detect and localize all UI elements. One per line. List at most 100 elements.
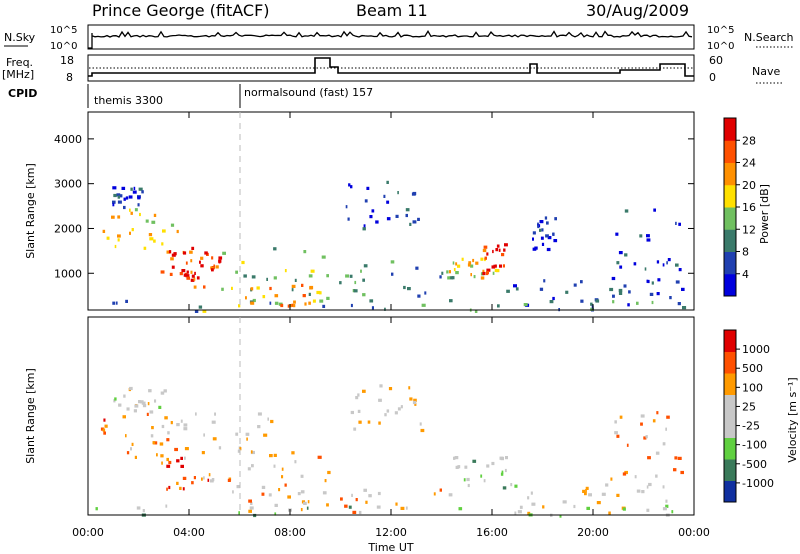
heatmap-cell — [214, 412, 216, 416]
heatmap-cell — [163, 389, 167, 393]
heatmap-cell — [655, 474, 658, 478]
freq-series-line — [88, 57, 694, 77]
heatmap-cell — [183, 273, 187, 277]
heatmap-cell — [482, 269, 485, 273]
heatmap-cell — [472, 459, 477, 463]
heatmap-cell — [640, 422, 643, 426]
heatmap-cell — [554, 217, 557, 221]
heatmap-cell — [357, 409, 361, 413]
heatmap-cell — [384, 413, 387, 417]
heatmap-cell — [352, 510, 357, 514]
heatmap-cell — [358, 510, 362, 515]
heatmap-cell — [439, 488, 442, 492]
power-ylabel: Slant Range [km] — [24, 163, 37, 259]
heatmap-cell — [340, 497, 343, 501]
heatmap-cell — [633, 262, 637, 266]
heatmap-cell — [409, 222, 412, 226]
heatmap-cell — [212, 437, 217, 441]
heatmap-cell — [237, 449, 241, 453]
heatmap-cell — [365, 500, 368, 504]
heatmap-cell — [262, 295, 266, 299]
heatmap-cell — [636, 489, 641, 493]
heatmap-cell — [532, 237, 534, 241]
heatmap-cell — [293, 300, 296, 304]
heatmap-cell — [486, 464, 490, 468]
heatmap-cell — [491, 265, 496, 269]
heatmap-cell — [362, 293, 366, 297]
heatmap-cell — [137, 203, 140, 207]
heatmap-cell — [121, 186, 126, 190]
heatmap-cell — [113, 193, 117, 198]
heatmap-cell — [539, 287, 544, 291]
heatmap-cell — [439, 275, 442, 279]
heatmap-cell — [653, 208, 656, 212]
heatmap-cell — [215, 265, 219, 269]
colorbar-tick-label: 20 — [742, 179, 756, 192]
heatmap-cell — [543, 279, 546, 283]
heatmap-cell — [159, 442, 164, 446]
heatmap-cell — [261, 492, 265, 496]
heatmap-cell — [656, 292, 660, 296]
heatmap-cell — [497, 304, 500, 308]
heatmap-cell — [152, 441, 156, 445]
heatmap-cell — [106, 236, 110, 240]
heatmap-cell — [274, 512, 277, 516]
heatmap-cell — [498, 248, 501, 252]
heatmap-cell — [301, 283, 304, 287]
heatmap-cell — [618, 291, 623, 295]
heatmap-cell — [111, 215, 115, 219]
heatmap-cell — [125, 434, 127, 438]
heatmap-cell — [125, 196, 129, 200]
time-x-axis: 00:00 04:00 08:00 12:00 16:00 20:00 00:00 — [72, 112, 710, 539]
heatmap-cell — [483, 245, 488, 249]
heatmap-cell — [119, 194, 123, 198]
heatmap-cell — [417, 294, 421, 298]
heatmap-cell — [113, 399, 116, 403]
heatmap-cell — [322, 491, 327, 495]
heatmap-cell — [126, 451, 130, 455]
heatmap-cell — [513, 284, 517, 288]
heatmap-cell — [403, 285, 406, 290]
heatmap-cell — [395, 214, 399, 218]
heatmap-cell — [486, 270, 489, 275]
cpid-label: CPID — [8, 87, 37, 100]
heatmap-cell — [203, 476, 205, 480]
heatmap-cell — [291, 451, 295, 455]
heatmap-cell — [132, 190, 137, 194]
heatmap-cell — [367, 420, 371, 424]
heatmap-cell — [618, 251, 623, 255]
heatmap-cell — [590, 302, 593, 306]
heatmap-cell — [287, 304, 290, 308]
heatmap-cell — [573, 504, 576, 509]
heatmap-cell — [514, 484, 518, 488]
heatmap-cell — [284, 483, 287, 487]
nsearch-tick-top: 10^5 — [707, 25, 734, 36]
heatmap-cell — [327, 470, 331, 475]
x-axis-label: Time UT — [367, 541, 413, 554]
heatmap-cell — [269, 301, 272, 305]
heatmap-cell — [339, 281, 342, 285]
heatmap-cell — [619, 415, 623, 419]
heatmap-cell — [245, 432, 250, 436]
heatmap-cell — [517, 510, 522, 514]
heatmap-cell — [681, 287, 685, 291]
heatmap-cell — [646, 485, 649, 489]
velocity-ylabel: Slant Range [km] — [24, 368, 37, 464]
heatmap-cell — [390, 260, 395, 264]
heatmap-cell — [130, 187, 133, 191]
heatmap-cell — [383, 194, 386, 198]
heatmap-cell — [588, 493, 592, 497]
heatmap-cell — [506, 289, 510, 293]
heatmap-cell — [235, 270, 238, 274]
heatmap-cell — [615, 232, 619, 236]
heatmap-cell — [447, 276, 451, 280]
heatmap-cell — [582, 489, 585, 493]
heatmap-cell — [322, 304, 326, 308]
heatmap-cell — [176, 229, 179, 234]
heatmap-cell — [116, 193, 121, 197]
heatmap-cell — [667, 258, 671, 262]
heatmap-cell — [148, 389, 152, 393]
heatmap-cell — [662, 442, 666, 446]
heatmap-cell — [397, 191, 399, 195]
